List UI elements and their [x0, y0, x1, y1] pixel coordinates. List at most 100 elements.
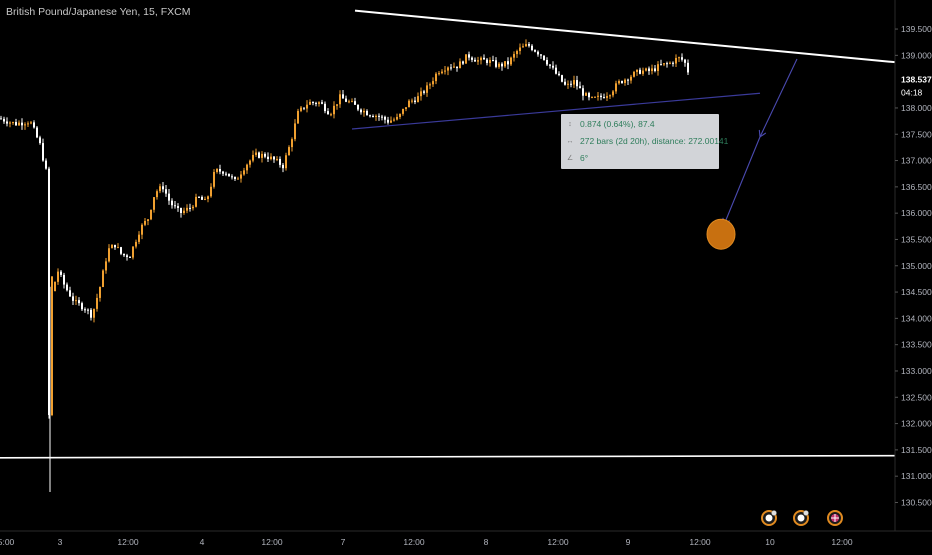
candle-body — [456, 66, 458, 69]
current-price-label: 138.537 — [901, 75, 932, 85]
candle-body — [228, 173, 230, 177]
time-tick-label: 7 — [341, 537, 346, 547]
support-trendline[interactable] — [351, 92, 761, 130]
candle-body — [9, 122, 11, 124]
horizontal-support-line[interactable] — [0, 454, 896, 459]
candle-body — [519, 47, 521, 52]
candle-body — [132, 246, 134, 258]
projection-arrow-segment[interactable] — [759, 58, 798, 138]
candle-body — [204, 199, 206, 201]
candle-body — [495, 60, 497, 67]
candle-body — [465, 54, 467, 64]
candle-body — [669, 62, 671, 64]
candle-body — [48, 168, 50, 416]
candle-body — [426, 85, 428, 93]
candle-body — [27, 123, 29, 125]
candle-body — [447, 67, 449, 71]
measure-bars-range: 272 bars (2d 20h), distance: 272.00141 — [580, 136, 729, 146]
candle-body — [600, 95, 602, 98]
candle-body — [402, 108, 404, 114]
candle-body — [660, 64, 662, 66]
candle-body — [492, 60, 494, 62]
candle-body — [555, 67, 557, 74]
candle-body — [123, 253, 125, 256]
time-tick-label: 4 — [200, 537, 205, 547]
candle-body — [105, 261, 107, 271]
candle-body — [144, 220, 146, 225]
event-icon-inner — [797, 514, 805, 522]
price-range-icon: ↕ — [568, 120, 572, 128]
bars-range-icon: ↔ — [566, 137, 574, 145]
target-marker[interactable] — [706, 218, 736, 250]
candle-body — [327, 111, 329, 115]
candle-body — [606, 96, 608, 98]
candle-body — [318, 102, 320, 104]
candle-body — [42, 143, 44, 161]
candle-body — [219, 168, 221, 172]
candle-body — [390, 120, 392, 123]
candle-body — [648, 68, 650, 72]
candle-body — [543, 55, 545, 61]
event-icons-layer — [761, 510, 843, 526]
candle-body — [471, 57, 473, 60]
candle-body — [432, 81, 434, 85]
candle-body — [372, 115, 374, 117]
measure-info-box[interactable]: ↕ 0.874 (0.64%), 87.4 ↔ 272 bars (2d 20h… — [561, 114, 728, 169]
candle-body — [297, 110, 299, 124]
candle-body — [474, 59, 476, 62]
candle-body — [54, 281, 56, 292]
angle-icon: ∠ — [566, 155, 574, 162]
candle-body — [597, 95, 599, 97]
candle-body — [564, 81, 566, 85]
candle-body — [624, 79, 626, 83]
candle-body — [180, 207, 182, 214]
resistance-trendline[interactable] — [354, 9, 896, 64]
candle-body — [612, 91, 614, 96]
candle-body — [540, 54, 542, 56]
candle-body — [354, 101, 356, 105]
drawings-layer — [0, 9, 896, 459]
candle-body — [675, 57, 677, 64]
time-tick-label: 12:00 — [547, 537, 569, 547]
candle-body — [93, 308, 95, 318]
candle-body — [201, 196, 203, 200]
bar-countdown-label: 04:18 — [901, 88, 923, 98]
candle-body — [552, 65, 554, 68]
candle-body — [174, 205, 176, 207]
event-icon-inner — [765, 514, 773, 522]
candle-body — [141, 224, 143, 235]
candle-body — [666, 63, 668, 65]
time-tick-label: 12:00 — [831, 537, 853, 547]
price-tick-label: 133.500 — [901, 340, 932, 350]
candle-body — [681, 57, 683, 60]
candle-body — [126, 255, 128, 257]
candle-body — [561, 75, 563, 82]
candle-body — [678, 57, 680, 59]
candle-body — [207, 196, 209, 200]
candle-body — [45, 160, 47, 169]
candle-body — [102, 270, 104, 287]
candle-body — [618, 81, 620, 84]
candle-body — [609, 95, 611, 97]
candle-body — [672, 62, 674, 64]
candle-body — [483, 57, 485, 60]
time-tick-label: 3 — [58, 537, 63, 547]
price-tick-label: 137.000 — [901, 156, 932, 166]
candle-body — [567, 83, 569, 85]
candle-body — [117, 247, 119, 249]
price-tick-label: 135.000 — [901, 261, 932, 271]
candle-body — [399, 113, 401, 117]
candle-body — [573, 80, 575, 85]
candle-body — [165, 189, 167, 194]
candle-body — [408, 100, 410, 108]
candle-body — [630, 76, 632, 81]
candle-body — [39, 137, 41, 144]
time-tick-label: 5:00 — [0, 537, 15, 547]
candle-body — [546, 60, 548, 65]
projection-arrow-segment[interactable] — [723, 136, 761, 225]
price-tick-label: 136.500 — [901, 182, 932, 192]
candle-body — [531, 45, 533, 51]
candle-body — [90, 309, 92, 318]
